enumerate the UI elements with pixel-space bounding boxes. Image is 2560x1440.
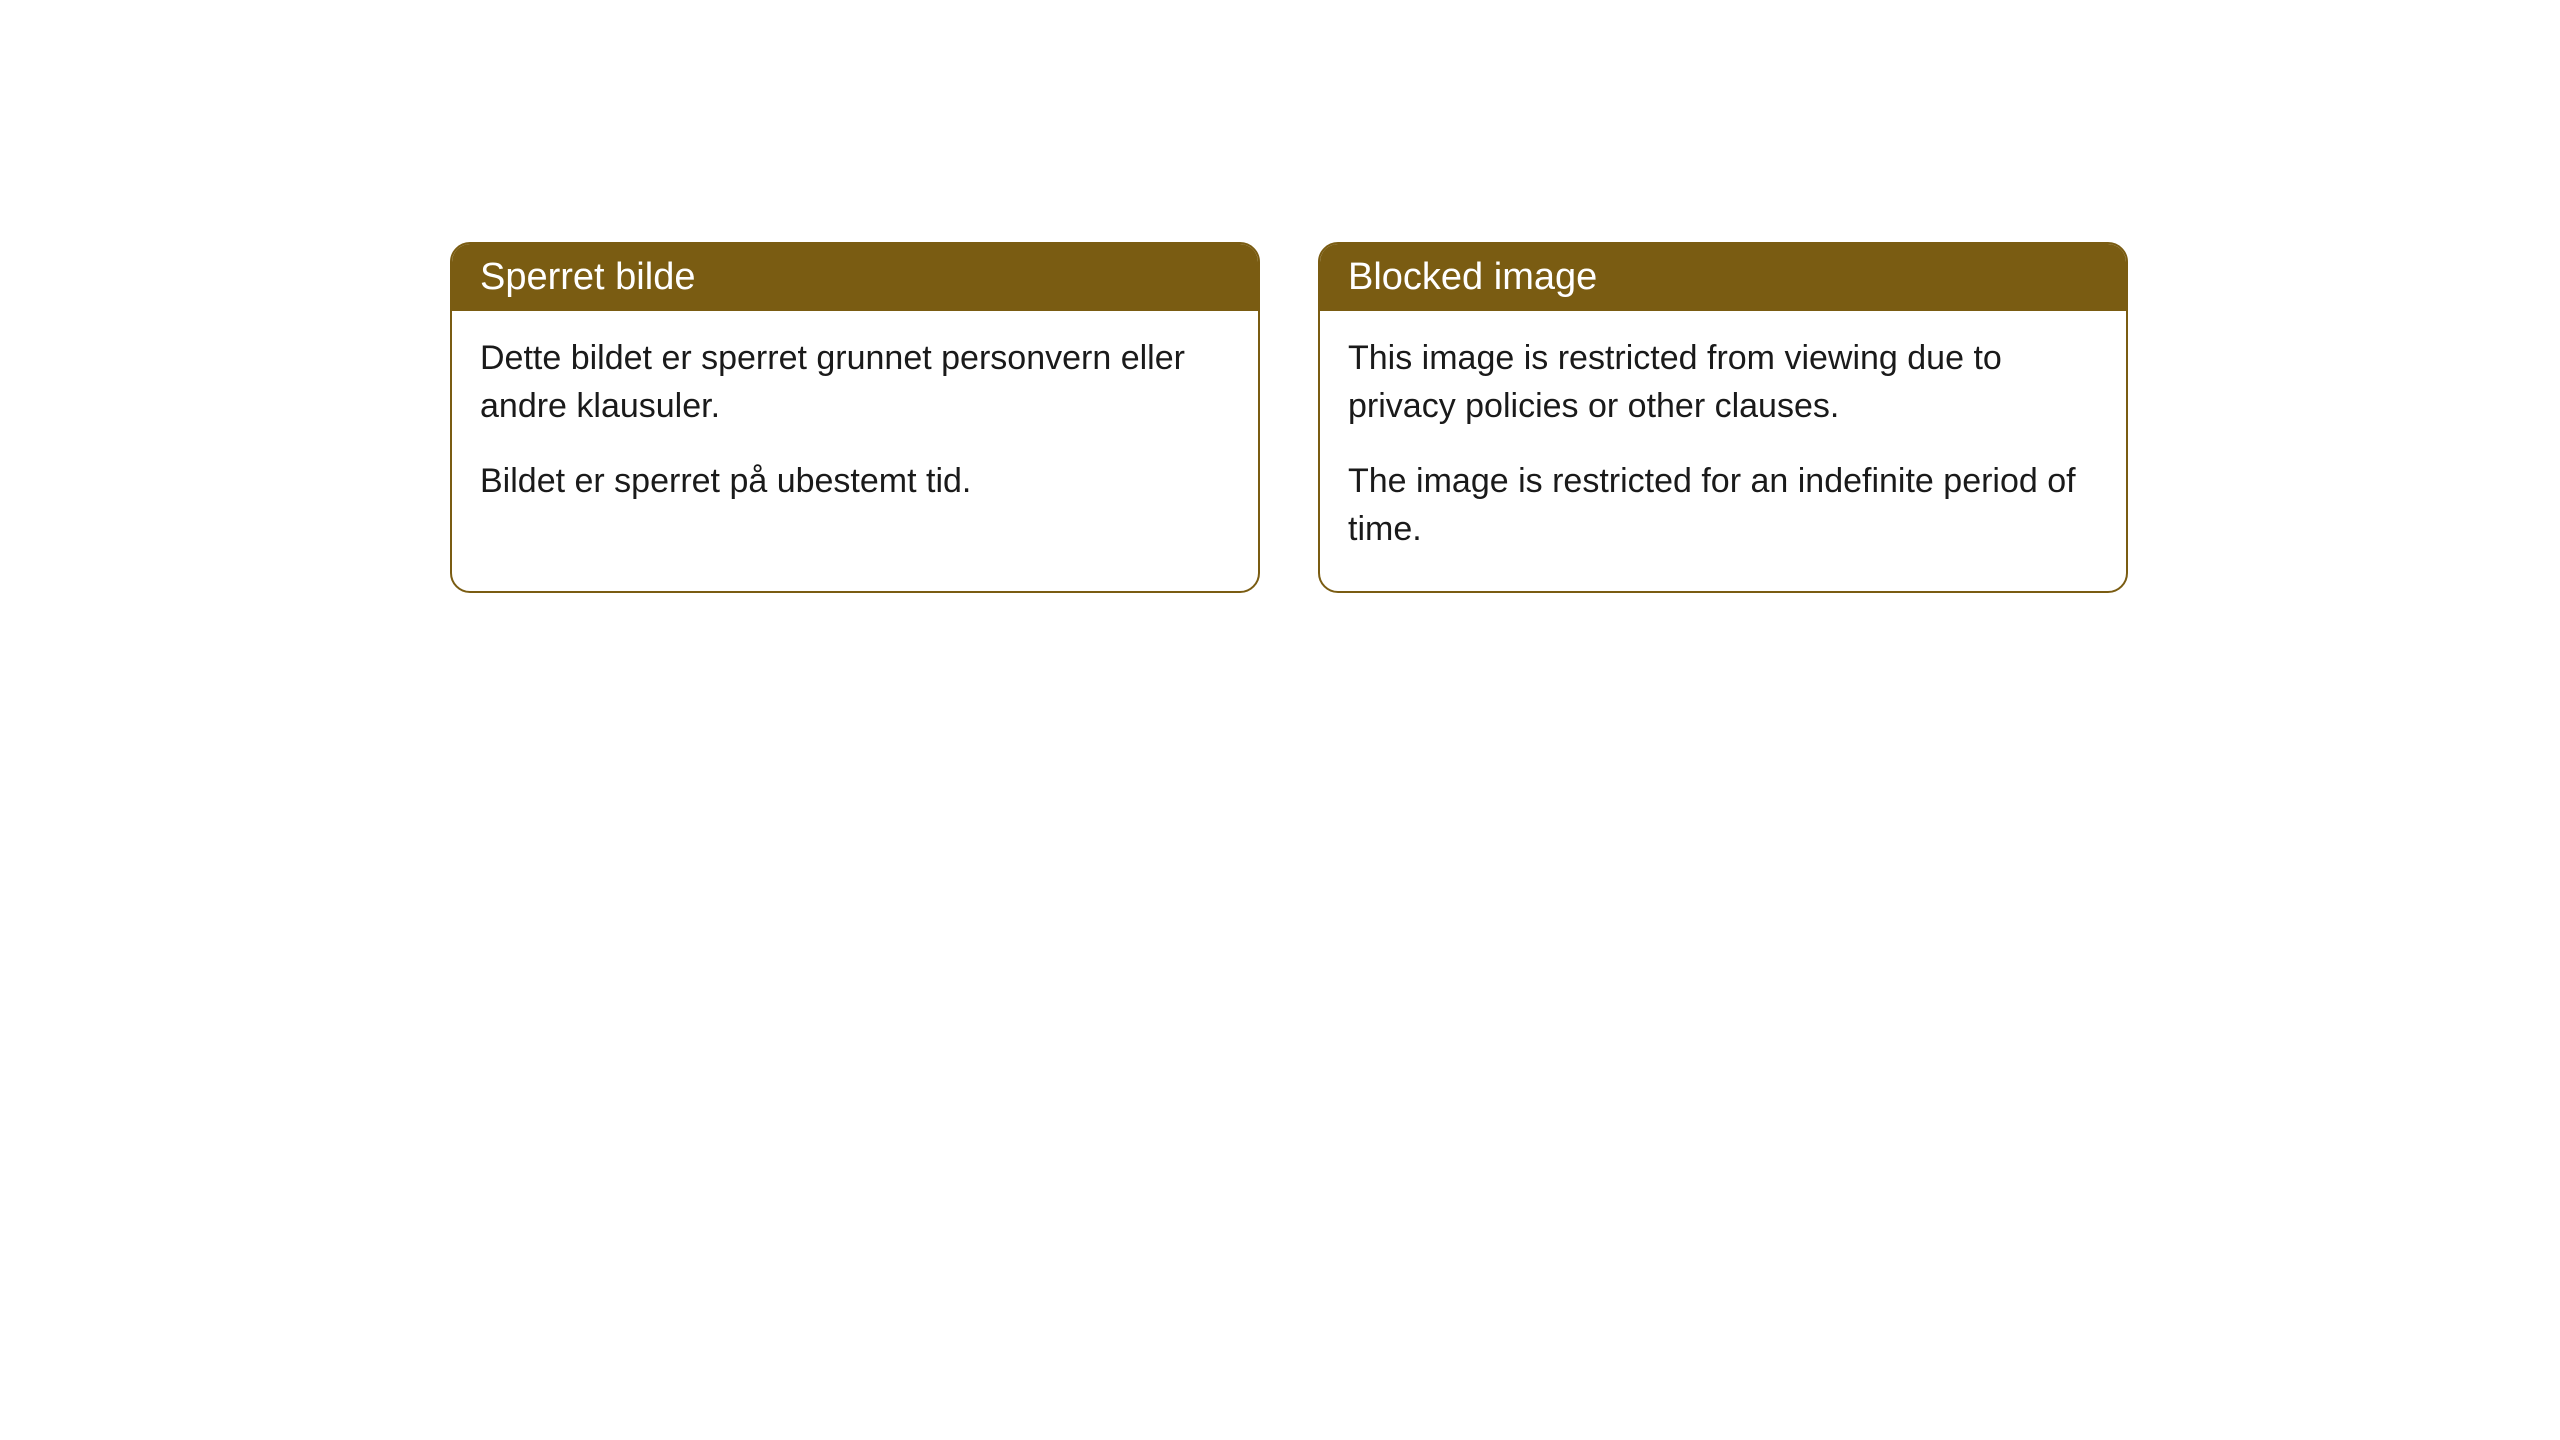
card-paragraph2-english: The image is restricted for an indefinit… — [1348, 458, 2098, 553]
card-title-english: Blocked image — [1348, 256, 1597, 298]
notice-cards-container: Sperret bilde Dette bildet er sperret gr… — [450, 242, 2128, 593]
card-body-norwegian: Dette bildet er sperret grunnet personve… — [452, 311, 1258, 544]
card-header-norwegian: Sperret bilde — [452, 244, 1258, 311]
card-header-english: Blocked image — [1320, 244, 2126, 311]
card-paragraph2-norwegian: Bildet er sperret på ubestemt tid. — [480, 458, 1230, 506]
notice-card-english: Blocked image This image is restricted f… — [1318, 242, 2128, 593]
card-paragraph1-english: This image is restricted from viewing du… — [1348, 335, 2098, 430]
card-paragraph1-norwegian: Dette bildet er sperret grunnet personve… — [480, 335, 1230, 430]
card-body-english: This image is restricted from viewing du… — [1320, 311, 2126, 591]
notice-card-norwegian: Sperret bilde Dette bildet er sperret gr… — [450, 242, 1260, 593]
card-title-norwegian: Sperret bilde — [480, 256, 695, 298]
